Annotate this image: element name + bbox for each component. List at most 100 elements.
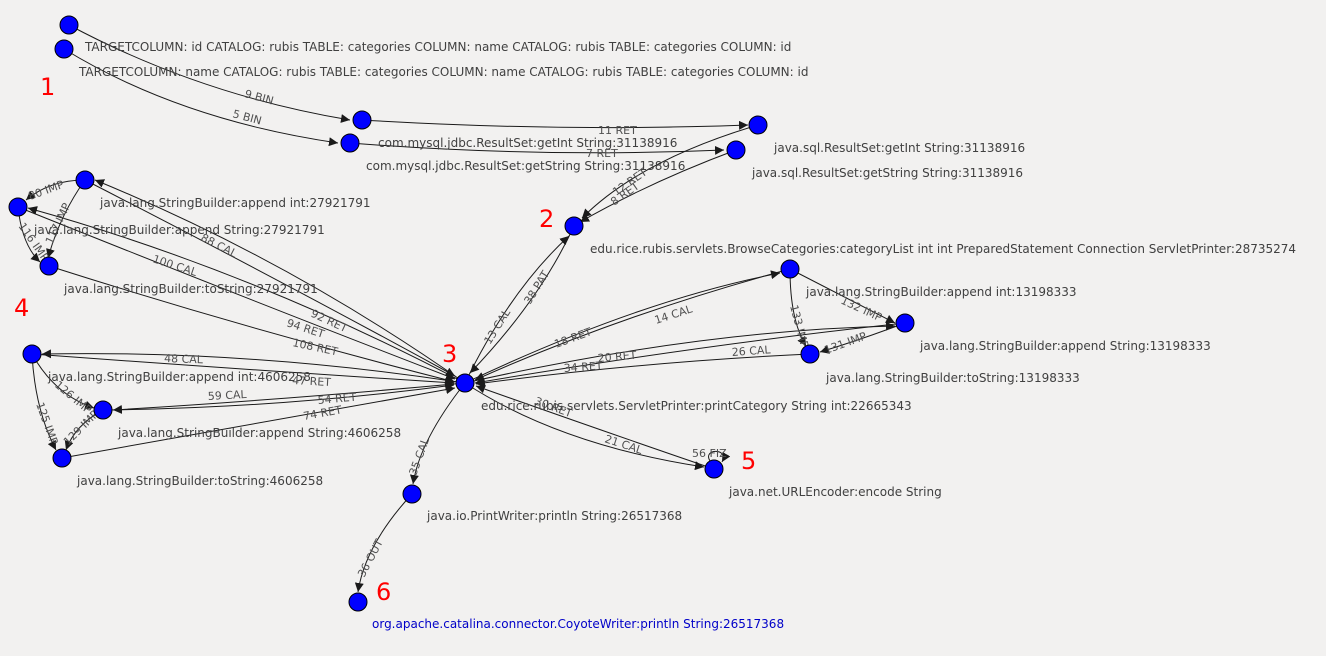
node-label-mysql-getint: com.mysql.jdbc.ResultSet:getInt String:3… (378, 136, 677, 150)
edge-13-cal[interactable] (464, 235, 570, 384)
edge-5-bin[interactable] (63, 48, 339, 147)
node-browse-categories[interactable] (564, 216, 584, 236)
edge-56-fiz[interactable] (708, 450, 731, 463)
node-sb2-append-int[interactable] (780, 259, 800, 279)
node-label-mysql-getstring: com.mysql.jdbc.ResultSet:getString Strin… (366, 159, 685, 173)
node-url-encoder[interactable] (704, 459, 724, 479)
node-sql-getint[interactable] (748, 115, 768, 135)
edge-label-48-cal: 48 CAL (164, 352, 204, 366)
node-label-browse-categories: edu.rice.rubis.servlets.BrowseCategories… (590, 242, 1296, 256)
edge-label-100-cal: 100 CAL (151, 252, 199, 279)
node-sb3-tostring[interactable] (52, 448, 72, 468)
node-sql-getstring[interactable] (726, 140, 746, 160)
node-label-servlet-printer: edu.rice.rubis.servlets.ServletPrinter:p… (481, 399, 912, 413)
node-label-url-encoder: java.net.URLEncoder:encode String (728, 485, 942, 499)
edge-14-cal[interactable] (464, 270, 781, 384)
edge-100-cal[interactable] (27, 206, 466, 384)
edge-54-ret[interactable] (102, 381, 455, 411)
node-printwriter-println[interactable] (402, 484, 422, 504)
edge-label-7-ret: 7 RET (586, 147, 618, 160)
node-targetcolumn-name[interactable] (54, 39, 74, 59)
node-sb2-tostring[interactable] (800, 344, 820, 364)
edge-label-59-cal: 59 CAL (207, 388, 247, 403)
edge-88-cal[interactable] (94, 179, 466, 384)
edge-label-14-cal: 14 CAL (653, 302, 695, 327)
edge-label-125-imp: 125 IMP (33, 401, 60, 447)
edge-label-108-ret: 108 RET (291, 336, 339, 358)
edge-label-35-cal: 35 CAL (407, 435, 433, 477)
node-coyote-println[interactable] (348, 592, 368, 612)
edge-label-47-ret: 47 RET (292, 374, 332, 389)
node-label-sb1-append-string: java.lang.StringBuilder:append String:27… (33, 223, 325, 237)
edge-label-26-cal: 26 CAL (731, 343, 772, 359)
node-sb1-append-int[interactable] (75, 170, 95, 190)
edge-12-ret[interactable] (581, 124, 759, 219)
node-label-sb2-tostring: java.lang.StringBuilder:toString:1319833… (825, 371, 1080, 385)
node-label-sb2-append-int: java.lang.StringBuilder:append int:13198… (805, 285, 1077, 299)
edge-26-cal[interactable] (464, 321, 896, 384)
node-mysql-getint[interactable] (352, 110, 372, 130)
edge-label-133-imp: 133 IMP (787, 303, 811, 349)
edge-label-34-ret: 34 RET (563, 359, 603, 375)
node-label-sb3-tostring: java.lang.StringBuilder:toString:4606258 (76, 474, 323, 488)
edge-92-ret[interactable] (84, 179, 456, 377)
edge-label-54-ret: 54 RET (317, 391, 357, 407)
node-targetcolumn-id[interactable] (59, 15, 79, 35)
edge-18-ret[interactable] (474, 268, 791, 381)
edge-label-80-imp: 80 IMP (27, 178, 66, 203)
node-sb3-append-int[interactable] (22, 344, 42, 364)
edge-label-21-cal: 21 CAL (603, 432, 645, 457)
edge-label-13-cal: 13 CAL (482, 306, 514, 347)
edge-74-ret[interactable] (61, 385, 456, 459)
node-sb1-tostring[interactable] (39, 256, 59, 276)
node-mysql-getstring[interactable] (340, 133, 360, 153)
node-sb3-append-string[interactable] (93, 400, 113, 420)
edge-7-ret[interactable] (349, 142, 725, 155)
node-label-sb2-append-string: java.lang.StringBuilder:append String:13… (919, 339, 1211, 353)
edge-48-cal[interactable] (41, 349, 466, 384)
edge-8-ret[interactable] (579, 149, 737, 223)
edge-label-56-fiz: 56 FIZ (692, 447, 727, 460)
node-label-targetcolumn-id: TARGETCOLUMN: id CATALOG: rubis TABLE: c… (84, 40, 791, 54)
node-label-sb3-append-string: java.lang.StringBuilder:append String:46… (117, 426, 401, 440)
cluster-number-1: 1 (40, 73, 55, 101)
edge-36-out[interactable] (354, 493, 413, 593)
node-label-coyote-println: org.apache.catalina.connector.CoyoteWrit… (372, 617, 784, 631)
edge-label-11-ret: 11 RET (598, 124, 637, 137)
edge-20-ret[interactable] (474, 322, 906, 386)
node-sb1-append-string[interactable] (8, 197, 28, 217)
cluster-number-6: 6 (376, 578, 391, 606)
edge-label-18-ret: 18 RET (553, 325, 594, 351)
edge-label-131-imp: 131 IMP (823, 329, 869, 356)
edge-47-ret[interactable] (31, 353, 455, 387)
node-label-sb3-append-int: java.lang.StringBuilder:append int:46062… (47, 370, 311, 384)
edge-label-20-ret: 20 RET (597, 349, 637, 365)
cluster-number-4: 4 (14, 294, 29, 322)
edge-9-bin[interactable] (68, 24, 351, 123)
node-label-sql-getstring: java.sql.ResultSet:getString String:3113… (751, 166, 1023, 180)
edge-132-imp[interactable] (789, 268, 896, 324)
edge-label-38-pat: 38 PAT (522, 268, 553, 306)
node-label-targetcolumn-name: TARGETCOLUMN: name CATALOG: rubis TABLE:… (78, 65, 808, 79)
node-label-sb1-tostring: java.lang.StringBuilder:toString:2792179… (63, 282, 318, 296)
edge-35-cal[interactable] (409, 382, 466, 485)
edge-label-9-bin: 9 BIN (243, 87, 275, 107)
edge-34-ret[interactable] (475, 353, 811, 388)
node-label-printwriter-println: java.io.PrintWriter:println String:26517… (426, 509, 682, 523)
edge-131-imp[interactable] (819, 322, 906, 354)
edge-11-ret[interactable] (361, 119, 749, 130)
node-servlet-printer[interactable] (455, 373, 475, 393)
edge-21-cal[interactable] (464, 382, 705, 471)
cluster-number-2: 2 (539, 205, 554, 233)
node-label-sb1-append-int: java.lang.StringBuilder:append int:27921… (99, 196, 371, 210)
node-sb2-append-string[interactable] (895, 313, 915, 333)
cluster-number-3: 3 (442, 340, 457, 368)
edge-59-cal[interactable] (112, 382, 466, 414)
cluster-number-5: 5 (741, 447, 756, 475)
edge-125-imp[interactable] (31, 353, 57, 451)
edge-30-ret[interactable] (475, 384, 715, 470)
edge-94-ret[interactable] (17, 206, 456, 380)
edge-108-ret[interactable] (48, 265, 456, 385)
edge-38-pat[interactable] (469, 225, 575, 374)
